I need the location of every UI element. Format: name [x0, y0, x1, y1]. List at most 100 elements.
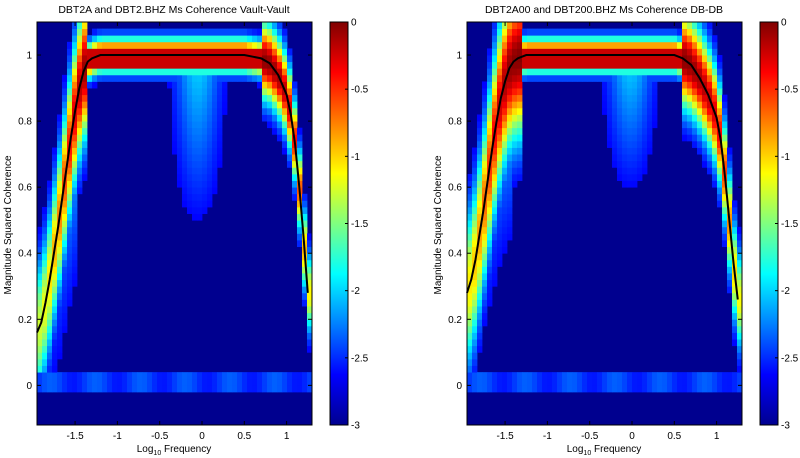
heatmap-cell	[582, 372, 588, 380]
heatmap-cell	[522, 61, 528, 69]
heatmap-cell	[637, 81, 643, 89]
heatmap-cell	[712, 127, 718, 135]
heatmap-cell	[537, 28, 543, 36]
heatmap-cell	[107, 55, 113, 63]
heatmap-cell	[737, 292, 743, 300]
heatmap-cell	[497, 220, 503, 228]
heatmap-cell	[202, 134, 208, 142]
heatmap-cell	[477, 140, 483, 148]
heatmap-cell	[67, 273, 73, 281]
heatmap-cell	[622, 180, 628, 188]
heatmap-cell	[257, 35, 263, 43]
heatmap-cell	[652, 372, 658, 380]
heatmap-cell	[737, 372, 743, 380]
heatmap-cell	[82, 61, 88, 69]
heatmap-cell	[517, 35, 523, 43]
heatmap-cell	[207, 180, 213, 188]
heatmap-cell	[192, 35, 198, 43]
heatmap-cell	[52, 147, 58, 155]
heatmap-cell	[692, 127, 698, 135]
heatmap-cell	[487, 134, 493, 142]
heatmap-cell	[702, 41, 708, 49]
heatmap-cell	[187, 372, 193, 380]
heatmap-cell	[477, 121, 483, 129]
heatmap-cell	[237, 61, 243, 69]
heatmap-cell	[617, 154, 623, 162]
heatmap-cell	[522, 48, 528, 56]
heatmap-cell	[547, 68, 553, 76]
heatmap-cell	[737, 385, 743, 393]
heatmap-cell	[707, 35, 713, 43]
heatmap-cell	[577, 41, 583, 49]
heatmap-cell	[482, 306, 488, 314]
heatmap-cell	[282, 81, 288, 89]
heatmap-cell	[47, 365, 53, 373]
heatmap-cell	[562, 378, 568, 386]
heatmap-cell	[192, 121, 198, 129]
heatmap-cell	[207, 200, 213, 208]
heatmap-cell	[612, 61, 618, 69]
heatmap-cell	[177, 385, 183, 393]
heatmap-cell	[492, 233, 498, 241]
heatmap-cell	[67, 41, 73, 49]
heatmap-cell	[187, 187, 193, 195]
heatmap-cell	[202, 55, 208, 63]
y-tick-label: 0.4	[448, 249, 462, 260]
heatmap-cell	[622, 81, 628, 89]
heatmap-cell	[467, 378, 473, 386]
heatmap-cell	[732, 319, 738, 327]
heatmap-cell	[652, 41, 658, 49]
heatmap-cell	[282, 372, 288, 380]
heatmap-cell	[572, 41, 578, 49]
heatmap-cell	[187, 114, 193, 122]
heatmap-cell	[487, 253, 493, 261]
heatmap-cell	[642, 61, 648, 69]
heatmap-cell	[527, 378, 533, 386]
heatmap-cell	[137, 372, 143, 380]
heatmap-cell	[82, 41, 88, 49]
heatmap-cell	[62, 372, 68, 380]
heatmap-cell	[82, 134, 88, 142]
heatmap-cell	[627, 167, 633, 175]
heatmap-cell	[152, 372, 158, 380]
heatmap-cell	[47, 213, 53, 221]
heatmap-cell	[572, 372, 578, 380]
heatmap-cell	[177, 180, 183, 188]
heatmap-cell	[232, 48, 238, 56]
heatmap-cell	[67, 372, 73, 380]
heatmap-cell	[702, 114, 708, 122]
heatmap-cell	[642, 140, 648, 148]
heatmap-cell	[252, 28, 258, 36]
heatmap-cell	[737, 259, 743, 267]
heatmap-cell	[187, 127, 193, 135]
heatmap-cell	[687, 372, 693, 380]
heatmap-cell	[602, 28, 608, 36]
heatmap-cell	[647, 114, 653, 122]
heatmap-cell	[502, 94, 508, 102]
heatmap-cell	[307, 266, 313, 274]
heatmap-cell	[722, 140, 728, 148]
heatmap-cell	[187, 55, 193, 63]
heatmap-cell	[232, 372, 238, 380]
heatmap-cell	[62, 127, 68, 135]
heatmap-cell	[302, 292, 308, 300]
heatmap-cell	[217, 28, 223, 36]
heatmap-cell	[702, 22, 708, 30]
heatmap-cell	[687, 385, 693, 393]
heatmap-cell	[607, 68, 613, 76]
heatmap-cell	[182, 154, 188, 162]
heatmap-cell	[497, 94, 503, 102]
heatmap-cell	[252, 68, 258, 76]
heatmap-cell	[57, 187, 63, 195]
heatmap-cell	[492, 220, 498, 228]
heatmap-cell	[242, 68, 248, 76]
heatmap-cell	[577, 68, 583, 76]
heatmap-cell	[277, 121, 283, 129]
heatmap-cell	[182, 81, 188, 89]
heatmap-cell	[267, 114, 273, 122]
heatmap-cell	[727, 187, 733, 195]
heatmap-cell	[187, 154, 193, 162]
heatmap-cell	[57, 279, 63, 287]
heatmap-cell	[482, 266, 488, 274]
heatmap-cell	[467, 365, 473, 373]
